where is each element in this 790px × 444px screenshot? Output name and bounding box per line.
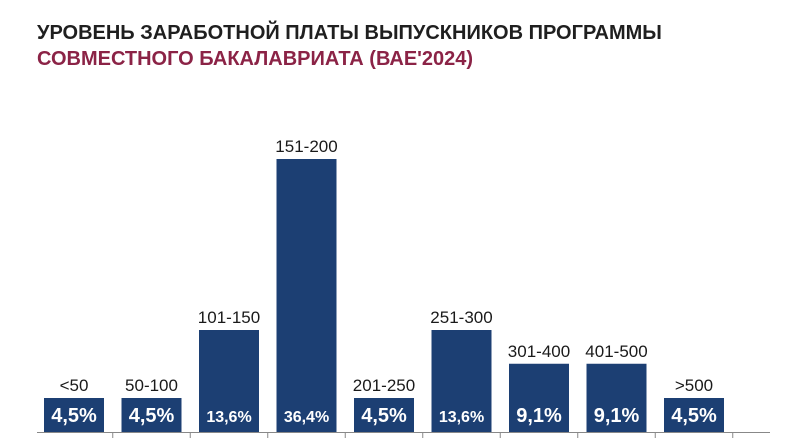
bar-1 (44, 398, 104, 432)
bar-3 (199, 330, 259, 432)
value-label-2: 4,5% (129, 405, 175, 427)
value-label-7: 9,1% (516, 405, 562, 427)
bar-2 (121, 398, 182, 432)
category-label-8: 401-500 (585, 342, 647, 361)
bar-8 (586, 363, 647, 432)
value-label-1: 4,5% (51, 405, 97, 427)
category-label-5: 201-250 (353, 376, 415, 395)
category-label-2: 50-100 (125, 376, 178, 395)
value-label-6: 13,6% (439, 409, 484, 426)
chart-title: УРОВЕНЬ ЗАРАБОТНОЙ ПЛАТЫ ВЫПУСКНИКОВ ПРО… (37, 20, 662, 72)
value-label-8: 9,1% (594, 405, 640, 427)
category-label-6: 251-300 (430, 308, 492, 327)
bar-6 (431, 330, 492, 432)
category-label-4: 151-200 (275, 137, 337, 156)
bar-5 (354, 398, 414, 432)
bar-9 (664, 398, 724, 432)
value-label-5: 4,5% (361, 405, 407, 427)
value-label-9: 4,5% (671, 405, 717, 427)
value-label-4: 36,4% (284, 409, 329, 426)
category-label-9: >500 (675, 376, 713, 395)
chart-title-line-1: УРОВЕНЬ ЗАРАБОТНОЙ ПЛАТЫ ВЫПУСКНИКОВ ПРО… (37, 22, 662, 44)
chart-title-line-2: СОВМЕСТНОГО БАКАЛАВРИАТА (ВАЕ'2024) (37, 48, 474, 70)
bar-7 (509, 363, 569, 432)
category-label-1: <50 (60, 376, 89, 395)
value-label-3: 13,6% (206, 409, 251, 426)
bar-4 (276, 159, 337, 432)
category-label-7: 301-400 (508, 342, 570, 361)
category-label-3: 101-150 (198, 308, 260, 327)
